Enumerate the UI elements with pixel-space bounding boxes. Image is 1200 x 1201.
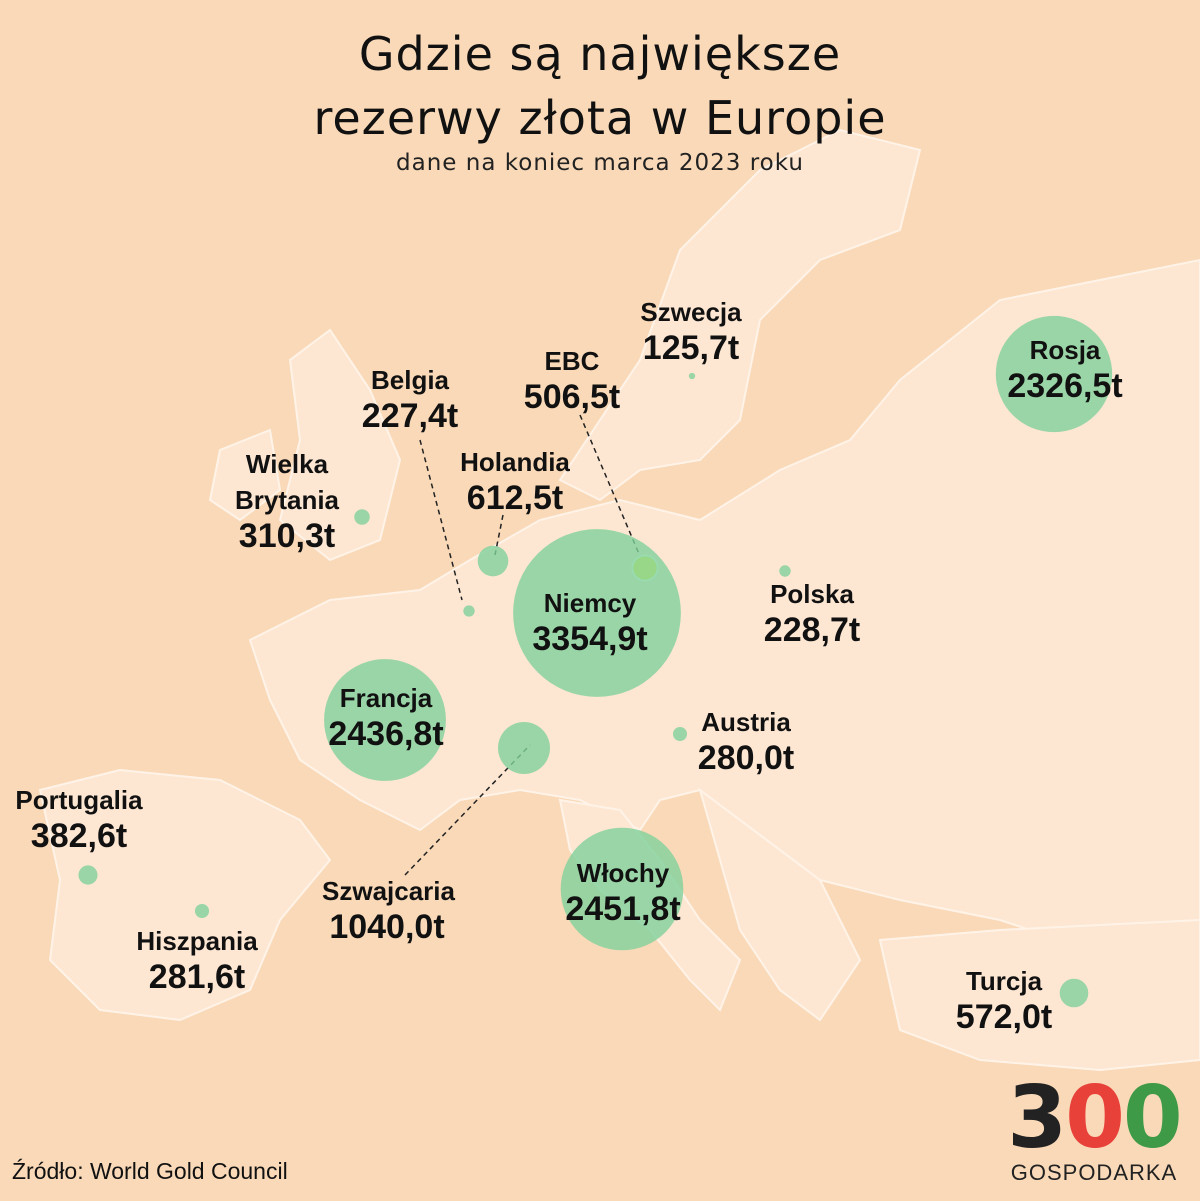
value-label: 1040,0t: [329, 908, 445, 946]
country-label: Rosja 2326,5t: [1007, 332, 1122, 404]
logo-digit: 0: [1122, 1068, 1183, 1168]
title-line: rezerwy złota w Europie: [313, 91, 887, 145]
value-label: 280,0t: [697, 739, 795, 777]
bubble: [995, 315, 1113, 433]
bubble: [78, 865, 98, 885]
country-label: Włochy 2451,8t: [565, 855, 680, 927]
country-name: Francja: [339, 683, 433, 713]
value-label: 2326,5t: [1007, 367, 1123, 405]
country-name: Hiszpania: [136, 926, 258, 956]
bubble: [463, 605, 475, 617]
value-label: 382,6t: [30, 817, 128, 855]
country-name: Niemcy: [543, 588, 637, 618]
country-label: Portugalia 382,6t: [15, 782, 142, 854]
subtitle: dane na koniec marca 2023 roku: [396, 150, 804, 176]
title-line: Gdzie są największe: [358, 27, 842, 81]
country-name: Holandia: [460, 447, 570, 477]
value-label: 506,5t: [523, 378, 621, 416]
value-label: 2451,8t: [565, 890, 681, 928]
country-label: Belgia 227,4t: [362, 362, 458, 434]
logo: 300 GOSPODARKA: [1004, 1075, 1184, 1186]
value-label: 3354,9t: [532, 620, 648, 658]
value-label: 281,6t: [148, 958, 246, 996]
country-name: Portugalia: [15, 785, 143, 815]
bubble: [779, 565, 791, 577]
country-name: Polska: [770, 579, 854, 609]
country-label: Holandia 612,5t: [460, 444, 570, 516]
bubbles: [78, 315, 1113, 1008]
logo-digit: 3: [1007, 1068, 1067, 1168]
logo-digits: 300: [1004, 1075, 1184, 1161]
bubble: [324, 659, 446, 781]
country-label: Turcja 572,0t: [956, 963, 1052, 1035]
country-name: Szwecja: [640, 297, 742, 327]
title: Gdzie są największe rezerwy złota w Europ…: [0, 22, 1200, 150]
country-label: Francja 2436,8t: [328, 680, 443, 752]
country-label: Austria 280,0t: [698, 704, 794, 776]
bubble: [1059, 978, 1089, 1008]
bubble: [194, 903, 210, 919]
bubble: [673, 727, 687, 741]
value-label: 227,4t: [361, 397, 459, 435]
value-label: 125,7t: [642, 329, 740, 367]
country-label: EBC 506,5t: [524, 343, 620, 415]
country-name: Austria: [701, 707, 791, 737]
country-name: EBC: [544, 346, 600, 376]
source: Źródło: World Gold Council: [12, 1158, 288, 1184]
country-label: Hiszpania 281,6t: [136, 923, 257, 995]
country-label: Szwecja 125,7t: [640, 294, 741, 366]
bubble: [498, 722, 550, 774]
value-label: 612,5t: [466, 479, 564, 517]
value-label: 228,7t: [763, 611, 861, 649]
country-label: Wielka Brytania 310,3t: [222, 446, 352, 554]
country-name: Włochy: [576, 858, 670, 888]
country-label: Polska 228,7t: [764, 576, 860, 648]
logo-name: GOSPODARKA: [1010, 1160, 1178, 1185]
country-name: Szwajcaria: [322, 876, 455, 906]
country-name: Turcja: [965, 966, 1043, 996]
bubble: [688, 372, 696, 380]
bubble: [560, 827, 684, 951]
country-name: Rosja: [1029, 335, 1101, 365]
country-name: Belgia: [370, 365, 450, 395]
logo-digit: 0: [1065, 1068, 1125, 1168]
country-label: Niemcy 3354,9t: [532, 585, 647, 657]
bubble: [477, 545, 509, 577]
country-label: Szwajcaria 1040,0t: [322, 873, 455, 946]
bubble: [354, 509, 370, 525]
value-label: 2436,8t: [328, 715, 444, 753]
country-name: Wielka Brytania: [234, 449, 340, 515]
value-label: 310,3t: [238, 517, 336, 555]
bubble: [513, 529, 681, 697]
value-label: 572,0t: [955, 998, 1053, 1036]
